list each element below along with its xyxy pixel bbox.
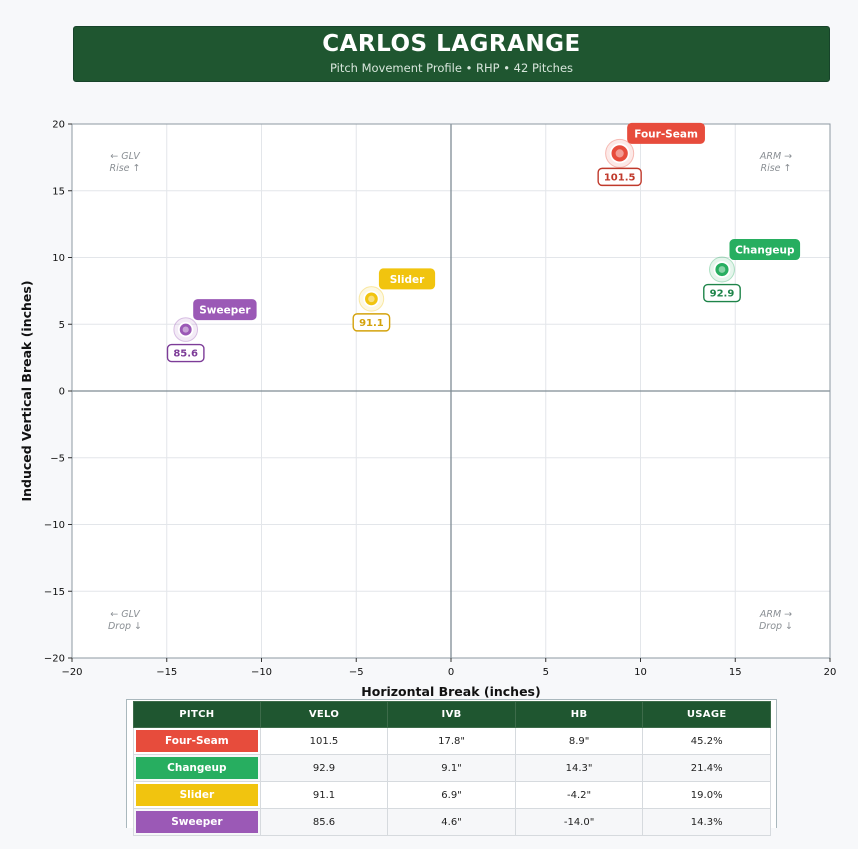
hb-cell: -14.0" [514, 808, 644, 836]
x-tick-label: −10 [251, 667, 272, 678]
quadrant-label-line: Rise ↑ [109, 163, 140, 174]
pitch-point-group: Changeup 92.9 [703, 239, 801, 303]
movement-chart: −20 −15 −10 −5 0 5 10 15 20 −20 −15 −10 −5 0 5 10 15 20 Ho… [19, 120, 837, 700]
pitch-name-label-bg [378, 268, 436, 290]
pitch-summary-table: PITCH VELO IVB HB USAGE Four-Seam 101.5 … [126, 699, 777, 836]
velo-cell: 91.1 [259, 781, 389, 809]
y-tick-label: −10 [44, 520, 65, 531]
x-tick-label: −20 [61, 667, 82, 678]
x-tick-label: 5 [543, 667, 549, 678]
y-tick-label: 5 [59, 320, 65, 331]
velo-label-bg [166, 343, 205, 363]
table-row: Slider 91.1 6.9" -4.2" 19.0% [133, 781, 771, 809]
pitch-point [363, 290, 380, 308]
ivb-cell: 6.9" [387, 781, 516, 809]
pitch-name-label: Changeup [735, 245, 795, 257]
y-axis-label: Induced Vertical Break (inches) [19, 280, 34, 501]
quadrant-label-line: Rise ↑ [760, 163, 791, 174]
velo-label: 101.5 [604, 172, 636, 183]
y-tick-label: 0 [59, 387, 65, 398]
y-tick-label: −15 [44, 587, 65, 598]
velo-label: 92.9 [710, 289, 735, 300]
usage-cell: 19.0% [642, 781, 771, 809]
player-name: CARLOS LAGRANGE [322, 31, 581, 57]
velo-cell: 101.5 [259, 727, 389, 755]
x-tick-label: −15 [156, 667, 177, 678]
quadrant-label: ARM →Drop ↓ [759, 609, 793, 632]
pitch-point [609, 143, 630, 164]
pitch-name-label: Slider [390, 274, 425, 286]
quadrant-label-line: ← GLV [110, 151, 141, 162]
y-tick-label: 20 [52, 120, 65, 131]
quadrant-label-line: ← GLV [110, 609, 141, 620]
x-tick-label: 10 [634, 667, 647, 678]
velo-cell: 92.9 [259, 754, 389, 782]
col-header-pitch: PITCH [133, 701, 261, 728]
velo-label-bg [597, 167, 642, 187]
usage-cell: 21.4% [642, 754, 771, 782]
pitch-cell: Changeup [133, 754, 261, 782]
pitch-point-group: Slider 91.1 [352, 268, 436, 332]
pitch-name-label-bg [627, 122, 705, 144]
pitch-point-core [182, 326, 189, 333]
pitch-point-core [368, 295, 375, 303]
col-header-velo: VELO [259, 701, 389, 728]
ivb-cell: 9.1" [387, 754, 516, 782]
usage-cell: 14.3% [642, 808, 771, 836]
pitch-cell: Sweeper [133, 808, 261, 836]
x-tick-label: 0 [448, 667, 454, 678]
hb-cell: 14.3" [514, 754, 644, 782]
pitch-cell: Four-Seam [133, 727, 261, 755]
y-tick-label: 10 [52, 253, 65, 264]
usage-cell: 45.2% [642, 727, 771, 755]
x-tick-label: 20 [824, 667, 837, 678]
pitch-point-group: Four-Seam 101.5 [597, 122, 705, 187]
pitch-point-core [615, 149, 624, 158]
x-tick-label: 15 [729, 667, 742, 678]
table-header-row: PITCH VELO IVB HB USAGE [133, 701, 771, 728]
velo-label-bg [703, 283, 741, 303]
table-row: Sweeper 85.6 4.6" -14.0" 14.3% [133, 808, 771, 836]
quadrant-label-line: Drop ↓ [759, 621, 793, 632]
velo-label: 91.1 [359, 318, 384, 329]
pitch-point-core [718, 266, 726, 273]
hb-cell: 8.9" [514, 727, 644, 755]
x-axis-label: Horizontal Break (inches) [361, 684, 540, 699]
col-header-hb: HB [514, 701, 644, 728]
pitch-name-label-bg [729, 239, 801, 261]
ivb-cell: 17.8" [387, 727, 516, 755]
y-tick-label: −20 [44, 654, 65, 665]
title-banner: CARLOS LAGRANGE Pitch Movement Profile •… [73, 26, 830, 82]
pitch-name-label: Four-Seam [634, 128, 698, 140]
velo-label: 85.6 [173, 349, 198, 360]
quadrant-label-line: Drop ↓ [108, 621, 142, 632]
table-row: Four-Seam 101.5 17.8" 8.9" 45.2% [133, 727, 771, 755]
velo-label-bg [352, 313, 391, 332]
quadrant-label-line: ARM → [759, 151, 792, 162]
quadrant-label-line: ARM → [759, 609, 792, 620]
col-header-usage: USAGE [642, 701, 771, 728]
y-tick-label: −5 [50, 453, 65, 464]
pitch-pill: Sweeper [136, 811, 258, 833]
pitch-pill: Changeup [136, 757, 258, 779]
quadrant-label: ARM →Rise ↑ [759, 151, 792, 174]
pitch-cell: Slider [133, 781, 261, 809]
pitch-pill: Slider [136, 784, 258, 806]
pitch-name-label-bg [193, 299, 257, 321]
y-tick-label: 15 [52, 186, 65, 197]
pitch-name-label: Sweeper [199, 305, 251, 317]
pitch-point [713, 261, 731, 278]
table-row: Changeup 92.9 9.1" 14.3" 21.4% [133, 754, 771, 782]
velo-cell: 85.6 [259, 808, 389, 836]
chart-subtitle: Pitch Movement Profile • RHP • 42 Pitche… [329, 61, 574, 75]
hb-cell: -4.2" [514, 781, 644, 809]
pitch-point [177, 321, 194, 338]
ivb-cell: 4.6" [387, 808, 516, 836]
pitch-pill: Four-Seam [136, 730, 258, 752]
col-header-ivb: IVB [387, 701, 516, 728]
pitch-point-group: Sweeper 85.6 [166, 299, 257, 363]
x-tick-label: −5 [349, 667, 364, 678]
